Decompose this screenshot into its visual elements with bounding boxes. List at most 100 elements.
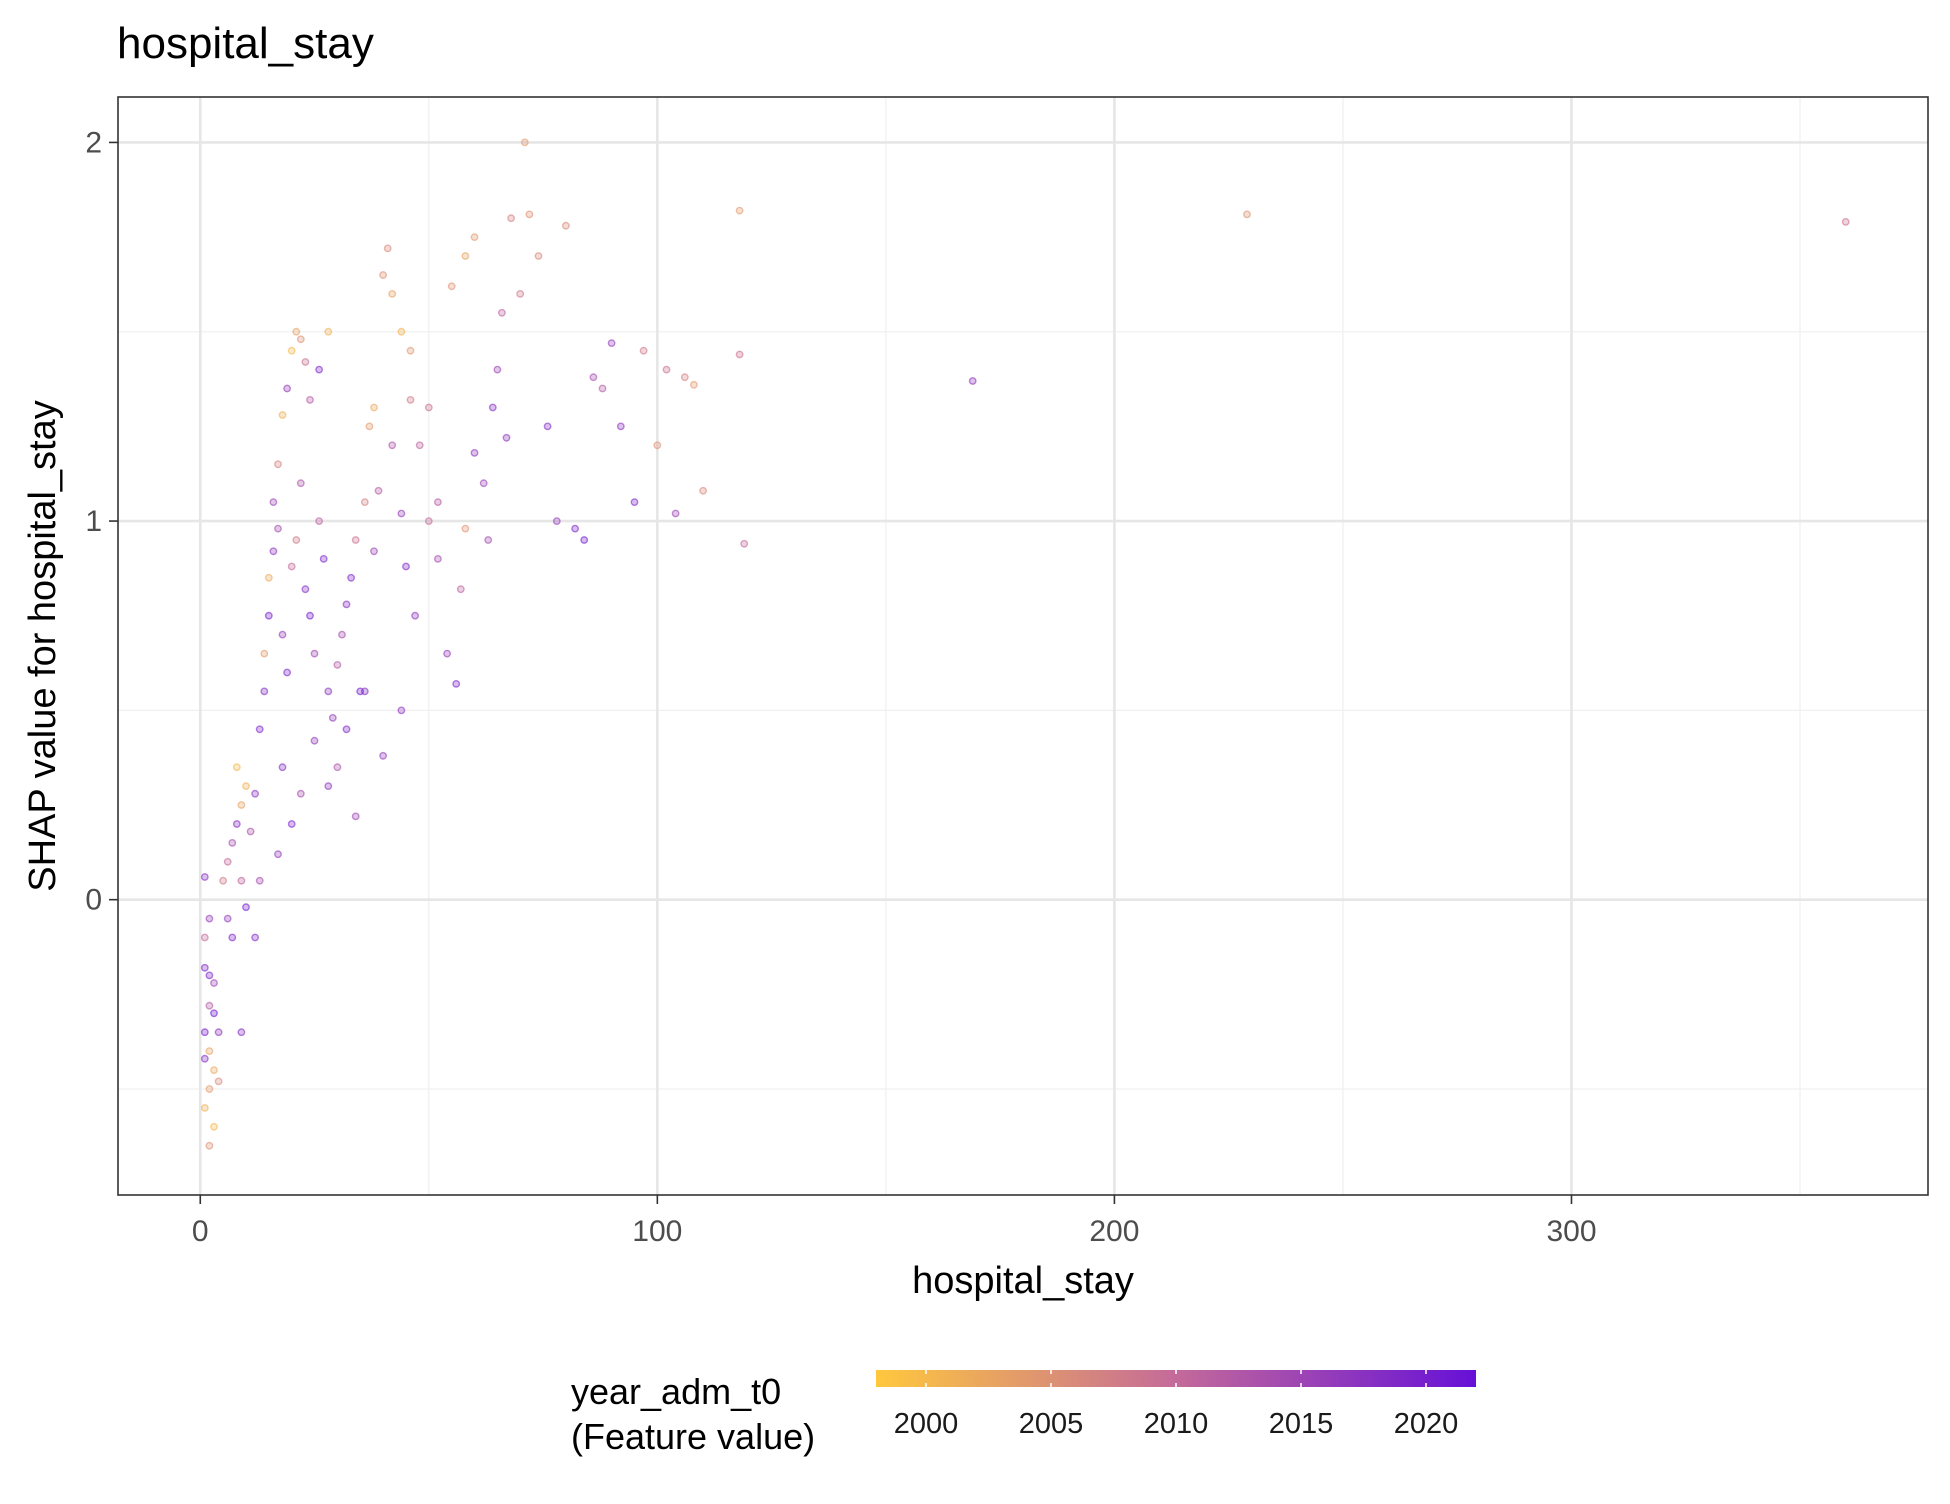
data-point <box>653 441 662 450</box>
data-point <box>735 350 744 359</box>
data-point <box>397 509 406 518</box>
data-point <box>255 725 264 734</box>
data-point <box>328 714 337 722</box>
data-point <box>616 422 625 431</box>
data-point <box>456 585 465 594</box>
data-point <box>214 1028 223 1037</box>
data-point <box>287 346 296 355</box>
data-point <box>1841 217 1850 226</box>
colorbar-tick-label: 2005 <box>1019 1408 1084 1440</box>
x-tick-label: 100 <box>632 1215 682 1248</box>
data-point <box>406 395 415 404</box>
data-point <box>296 335 305 344</box>
color-legend: year_adm_t0 (Feature value) 2000 2005 2010… <box>571 1370 1476 1457</box>
data-point <box>662 365 671 374</box>
data-point <box>365 422 374 431</box>
colorbar <box>876 1370 1476 1387</box>
data-point <box>324 327 333 336</box>
data-point <box>534 252 543 260</box>
data-point <box>470 448 479 457</box>
data-point <box>274 460 282 469</box>
data-point <box>580 536 589 544</box>
data-point <box>319 555 328 563</box>
data-point <box>200 1104 209 1112</box>
legend-title-line2: (Feature value) <box>571 1416 815 1457</box>
data-point <box>255 876 264 885</box>
data-point <box>968 377 977 385</box>
data-point <box>237 801 246 809</box>
data-point <box>607 339 616 347</box>
data-point <box>214 1077 223 1086</box>
data-point <box>360 687 369 696</box>
data-point <box>351 536 360 544</box>
data-point <box>690 380 698 389</box>
data-point <box>484 536 493 544</box>
data-point <box>374 486 383 495</box>
data-point <box>228 933 237 942</box>
data-point <box>296 789 305 798</box>
data-point <box>452 680 461 688</box>
data-point <box>283 668 291 677</box>
data-point <box>223 857 232 866</box>
data-point <box>630 498 639 506</box>
data-point <box>232 820 241 828</box>
data-point <box>278 411 287 419</box>
data-point <box>301 585 310 594</box>
data-point <box>397 706 406 715</box>
data-point <box>388 289 397 298</box>
data-point <box>324 782 333 790</box>
data-point <box>370 547 378 556</box>
data-point <box>200 873 209 881</box>
data-point <box>516 289 525 298</box>
data-point <box>424 403 433 412</box>
data-point <box>237 1028 246 1037</box>
data-point <box>342 725 351 734</box>
data-point <box>360 498 369 506</box>
data-point <box>310 649 319 658</box>
data-point <box>406 346 415 355</box>
data-point <box>493 365 502 374</box>
colorbar-tick-label: 2020 <box>1394 1408 1459 1440</box>
data-point <box>200 1028 209 1037</box>
data-point <box>433 555 442 563</box>
data-point <box>260 649 269 658</box>
data-point <box>205 1085 214 1093</box>
data-point <box>735 206 744 215</box>
y-tick-label: 2 <box>85 126 102 159</box>
data-point <box>232 763 241 772</box>
data-point <box>296 479 305 488</box>
data-point <box>397 327 406 336</box>
data-point <box>415 441 424 450</box>
data-point <box>543 422 552 431</box>
data-point <box>443 649 451 658</box>
data-point <box>479 479 488 488</box>
data-point <box>740 539 749 548</box>
data-point <box>205 1047 214 1056</box>
data-point <box>210 979 218 987</box>
data-point <box>246 827 255 836</box>
colorbar-ticks: 2000 2005 2010 2015 2020 <box>894 1370 1459 1440</box>
axes: 0 100 200 300 0 1 2 <box>85 126 1596 1248</box>
data-point <box>338 630 346 639</box>
legend-title-line1: year_adm_t0 <box>571 1371 781 1412</box>
data-point <box>370 403 378 412</box>
chart-title: hospital_stay <box>117 19 374 68</box>
colorbar-tick-label: 2015 <box>1269 1408 1334 1440</box>
data-point <box>205 971 214 980</box>
data-point <box>287 562 296 571</box>
data-point <box>461 524 470 533</box>
data-point <box>260 687 269 696</box>
x-tick-label: 300 <box>1546 1215 1596 1248</box>
data-point <box>589 373 598 382</box>
data-point <box>264 611 273 620</box>
data-point <box>210 1066 218 1075</box>
data-point <box>379 751 387 760</box>
data-point <box>424 517 433 525</box>
x-tick-label: 200 <box>1089 1215 1139 1248</box>
colorbar-tick-label: 2000 <box>894 1408 959 1440</box>
y-tick-label: 1 <box>85 505 102 538</box>
data-point <box>269 498 278 506</box>
y-axis-label: SHAP value for hospital_stay <box>22 400 64 891</box>
data-point <box>433 498 442 506</box>
